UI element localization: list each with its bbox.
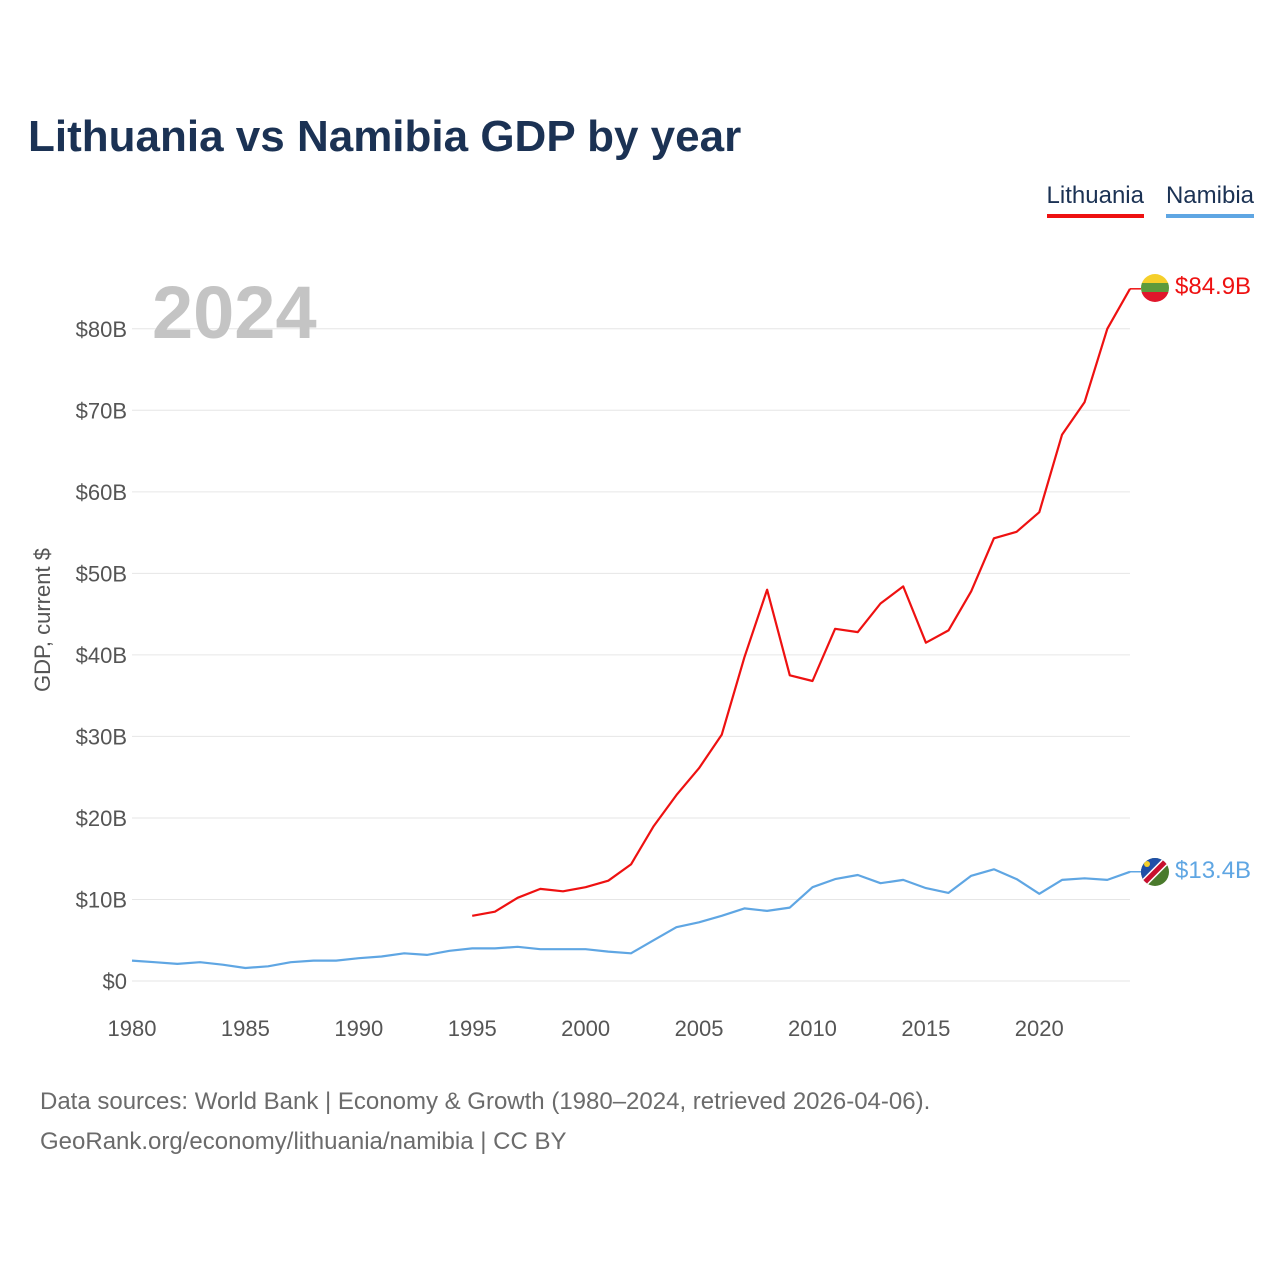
y-axis-tick-labels: $0 $10B $20B $30B $40B $50B $60B $70B $80B [76,317,127,994]
y-tick-label: $40B [76,643,127,668]
series-line-lithuania[interactable] [472,288,1131,917]
y-tick-label: $80B [76,317,127,342]
x-tick-label: 1985 [221,1016,270,1041]
series-layer [131,288,1141,970]
legend-item-namibia[interactable]: Namibia [1165,182,1254,218]
x-axis-tick-labels: 1980 1985 1990 1995 2000 2005 2010 2015 2020 [108,1016,1064,1041]
x-tick-label: 1995 [448,1016,497,1041]
source-url-text[interactable]: GeoRank.org/economy/lithuania/namibia | … [40,1128,567,1155]
year-watermark: 2024 [152,271,317,354]
y-tick-label: $60B [76,480,127,505]
lithuania-end-value-label: $84.9B [1175,273,1251,300]
y-tick-label: $0 [103,969,127,994]
chart-title: Lithuania vs Namibia GDP by year [28,112,742,161]
y-tick-label: $10B [76,887,127,912]
namibia-flag-icon [1141,858,1169,886]
x-tick-label: 2010 [788,1016,837,1041]
x-tick-label: 1980 [108,1016,157,1041]
grid-layer [132,328,1130,982]
series-line-namibia[interactable] [131,868,1131,970]
y-tick-label: $70B [76,398,127,423]
footer: Data sources: World Bank | Economy & Gro… [40,1082,930,1162]
x-tick-label: 1990 [334,1016,383,1041]
data-sources-text: Data sources: World Bank | Economy & Gro… [40,1088,931,1115]
y-tick-label: $20B [76,806,127,831]
y-tick-label: $30B [76,724,127,749]
lithuania-flag-icon [1141,274,1169,302]
legend-item-lithuania[interactable]: Lithuania [1046,182,1144,218]
legend: Lithuania Namibia [1046,182,1254,218]
x-tick-label: 2000 [561,1016,610,1041]
y-tick-label: $50B [76,561,127,586]
x-tick-label: 2005 [675,1016,724,1041]
x-tick-label: 2020 [1015,1016,1064,1041]
x-tick-label: 2015 [901,1016,950,1041]
y-axis-label: GDP, current $ [30,548,55,692]
namibia-end-value-label: $13.4B [1175,857,1251,884]
